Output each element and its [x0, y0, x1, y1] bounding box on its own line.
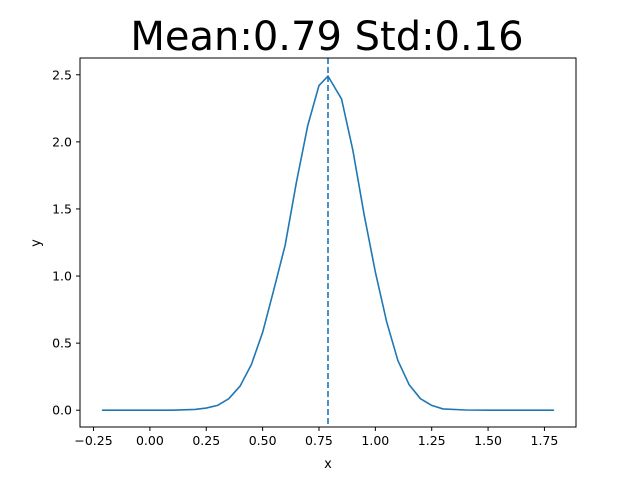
y-tick-label: 2.5 [52, 67, 72, 82]
x-tick-label: 1.75 [531, 433, 559, 448]
y-tick-label: 1.0 [52, 269, 72, 284]
y-tick-label: 2.0 [52, 134, 72, 149]
x-tick-label: 0.25 [192, 433, 220, 448]
x-tick-label: 0.00 [136, 433, 164, 448]
series-layer [101, 75, 555, 412]
x-tick-label: 0.75 [305, 433, 333, 448]
x-axis-ticks: −0.25 0.00 0.25 0.50 0.75 1.00 1.25 1.50 1.75 [74, 427, 558, 448]
x-axis-label: x [324, 457, 332, 472]
chart-title: Mean:0.79 Std:0.16 [130, 14, 523, 60]
y-tick-label: 0.5 [52, 336, 72, 351]
y-axis-label: y [29, 239, 44, 247]
x-tick-label: 0.50 [249, 433, 277, 448]
y-tick-label: 0.0 [52, 403, 72, 418]
x-tick-label: 1.50 [474, 433, 502, 448]
y-axis-ticks: 0.0 0.5 1.0 1.5 2.0 2.5 [52, 67, 80, 418]
x-tick-label: 1.25 [418, 433, 446, 448]
plot-frame [79, 57, 577, 428]
series-line-0 [101, 75, 555, 412]
x-tick-label: 1.00 [361, 433, 389, 448]
y-tick-label: 1.5 [52, 201, 72, 216]
x-tick-label: −0.25 [74, 433, 112, 448]
